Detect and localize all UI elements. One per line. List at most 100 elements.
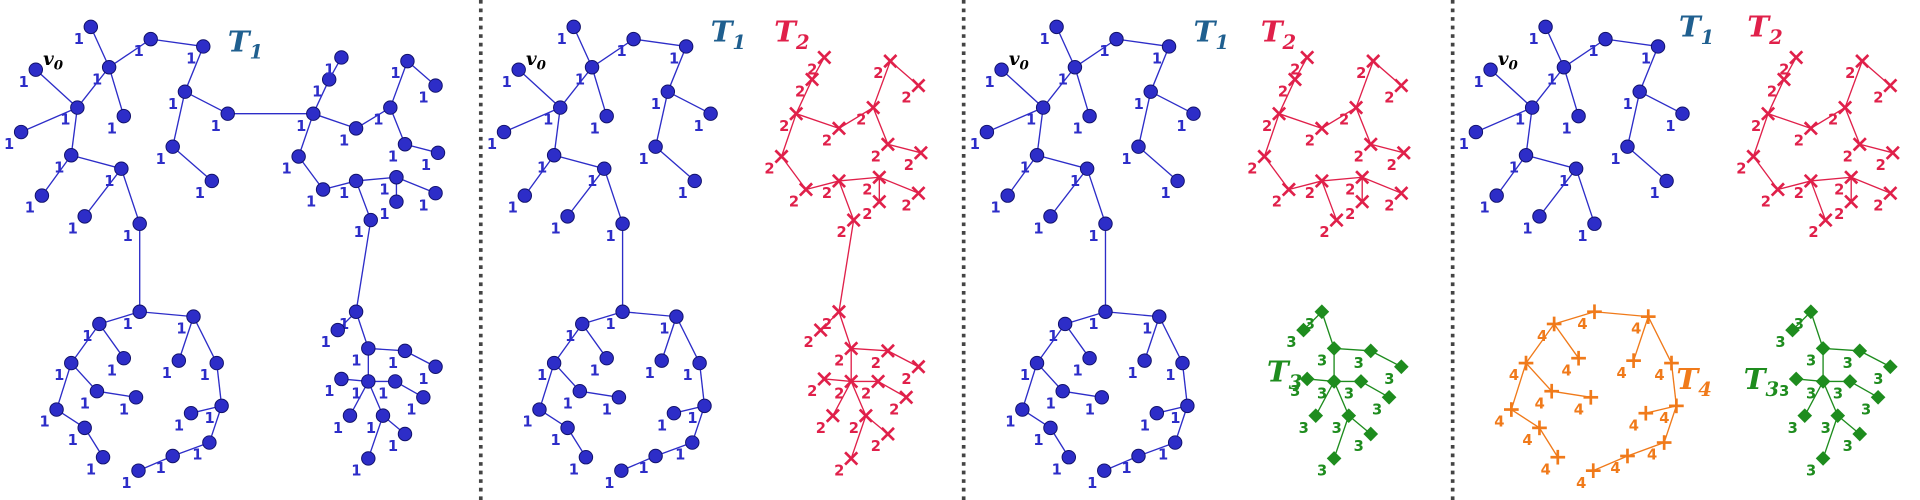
node	[1353, 374, 1369, 389]
node-label: 2	[804, 334, 814, 351]
edge	[1021, 362, 1038, 410]
edge	[1007, 154, 1038, 196]
node-label: 1	[604, 475, 614, 492]
node	[1326, 341, 1342, 356]
edge	[90, 26, 110, 68]
tree-letter: T	[711, 14, 735, 49]
tree-letter: T	[774, 14, 798, 49]
node-label: 2	[1736, 161, 1746, 178]
node-label: 3	[1806, 463, 1816, 480]
node	[566, 19, 581, 35]
node-label: 1	[602, 401, 612, 418]
node	[1098, 304, 1113, 319]
node-label: 1	[282, 161, 292, 178]
node-stroke	[831, 121, 847, 136]
node-label: 1	[378, 386, 388, 403]
node-label: 1	[134, 43, 144, 60]
edge	[1810, 107, 1846, 129]
edge	[1627, 146, 1668, 182]
root-label: v0	[43, 49, 64, 74]
node	[348, 304, 364, 319]
node	[1082, 108, 1097, 124]
edge	[192, 316, 218, 364]
node-label: 3	[1843, 355, 1853, 372]
edge	[503, 106, 561, 133]
edge	[1278, 79, 1296, 114]
edge	[1810, 176, 1852, 182]
node	[1314, 304, 1330, 320]
node-label: 2	[1356, 65, 1366, 82]
node-stroke	[872, 170, 887, 185]
node-label: 1	[1088, 228, 1098, 245]
node	[1803, 121, 1818, 136]
tree-label: T2	[1261, 14, 1296, 54]
node	[1396, 145, 1411, 160]
edge	[1496, 154, 1527, 196]
node	[1097, 463, 1112, 478]
edge	[567, 168, 605, 217]
node	[400, 53, 415, 69]
edge	[1822, 415, 1839, 459]
edge	[832, 381, 852, 416]
node	[666, 405, 682, 421]
node	[1838, 100, 1853, 115]
node-label: 3	[1317, 353, 1327, 370]
node-stroke	[1844, 170, 1859, 185]
node	[1366, 54, 1381, 69]
edge	[633, 38, 687, 48]
edge	[120, 168, 141, 224]
edge	[1138, 146, 1179, 182]
node	[844, 374, 859, 389]
node	[1620, 448, 1635, 464]
node-label: 1	[195, 185, 205, 202]
node-label: 2	[862, 181, 872, 198]
node-label: 1	[1020, 159, 1030, 176]
node-stroke	[1838, 100, 1853, 115]
node	[1314, 121, 1329, 136]
node	[1329, 212, 1344, 228]
edge	[184, 46, 204, 92]
node	[1669, 398, 1684, 414]
node	[348, 121, 364, 136]
edge	[172, 146, 213, 182]
node-label: 1	[388, 438, 398, 455]
node	[1257, 149, 1272, 164]
edge	[1563, 67, 1580, 117]
node	[1043, 420, 1058, 436]
node	[342, 408, 358, 423]
node	[1852, 343, 1868, 359]
edge	[41, 154, 72, 196]
edge	[1859, 350, 1891, 368]
node-label: 1	[1088, 316, 1098, 333]
node	[397, 137, 413, 152]
node-label: 2	[1834, 181, 1844, 198]
node-label: 1	[1048, 328, 1058, 345]
node	[1518, 355, 1534, 371]
root-subscript: 0	[1509, 58, 1519, 74]
edge	[1370, 350, 1402, 368]
node	[1094, 390, 1110, 405]
node-label: 2	[1779, 62, 1789, 79]
node	[1568, 161, 1584, 176]
edge	[35, 69, 78, 109]
node	[1186, 106, 1201, 121]
node	[428, 359, 443, 374]
tree-label: T3	[1267, 353, 1302, 393]
edge	[877, 380, 907, 398]
node	[858, 408, 873, 423]
node-label: 3	[1821, 420, 1831, 437]
node-label: 1	[569, 461, 579, 478]
node-label: 1	[1046, 395, 1056, 412]
node-stroke	[1394, 186, 1409, 201]
node-label: 1	[351, 353, 361, 370]
edge	[1049, 168, 1088, 217]
node	[1883, 78, 1898, 93]
edge	[879, 176, 919, 194]
node	[1170, 173, 1185, 189]
node	[334, 50, 349, 65]
node	[599, 108, 614, 124]
node-label: 1	[366, 420, 376, 437]
node-label: 2	[1387, 157, 1397, 174]
root-label: v0	[1498, 49, 1519, 74]
node	[1587, 304, 1602, 320]
